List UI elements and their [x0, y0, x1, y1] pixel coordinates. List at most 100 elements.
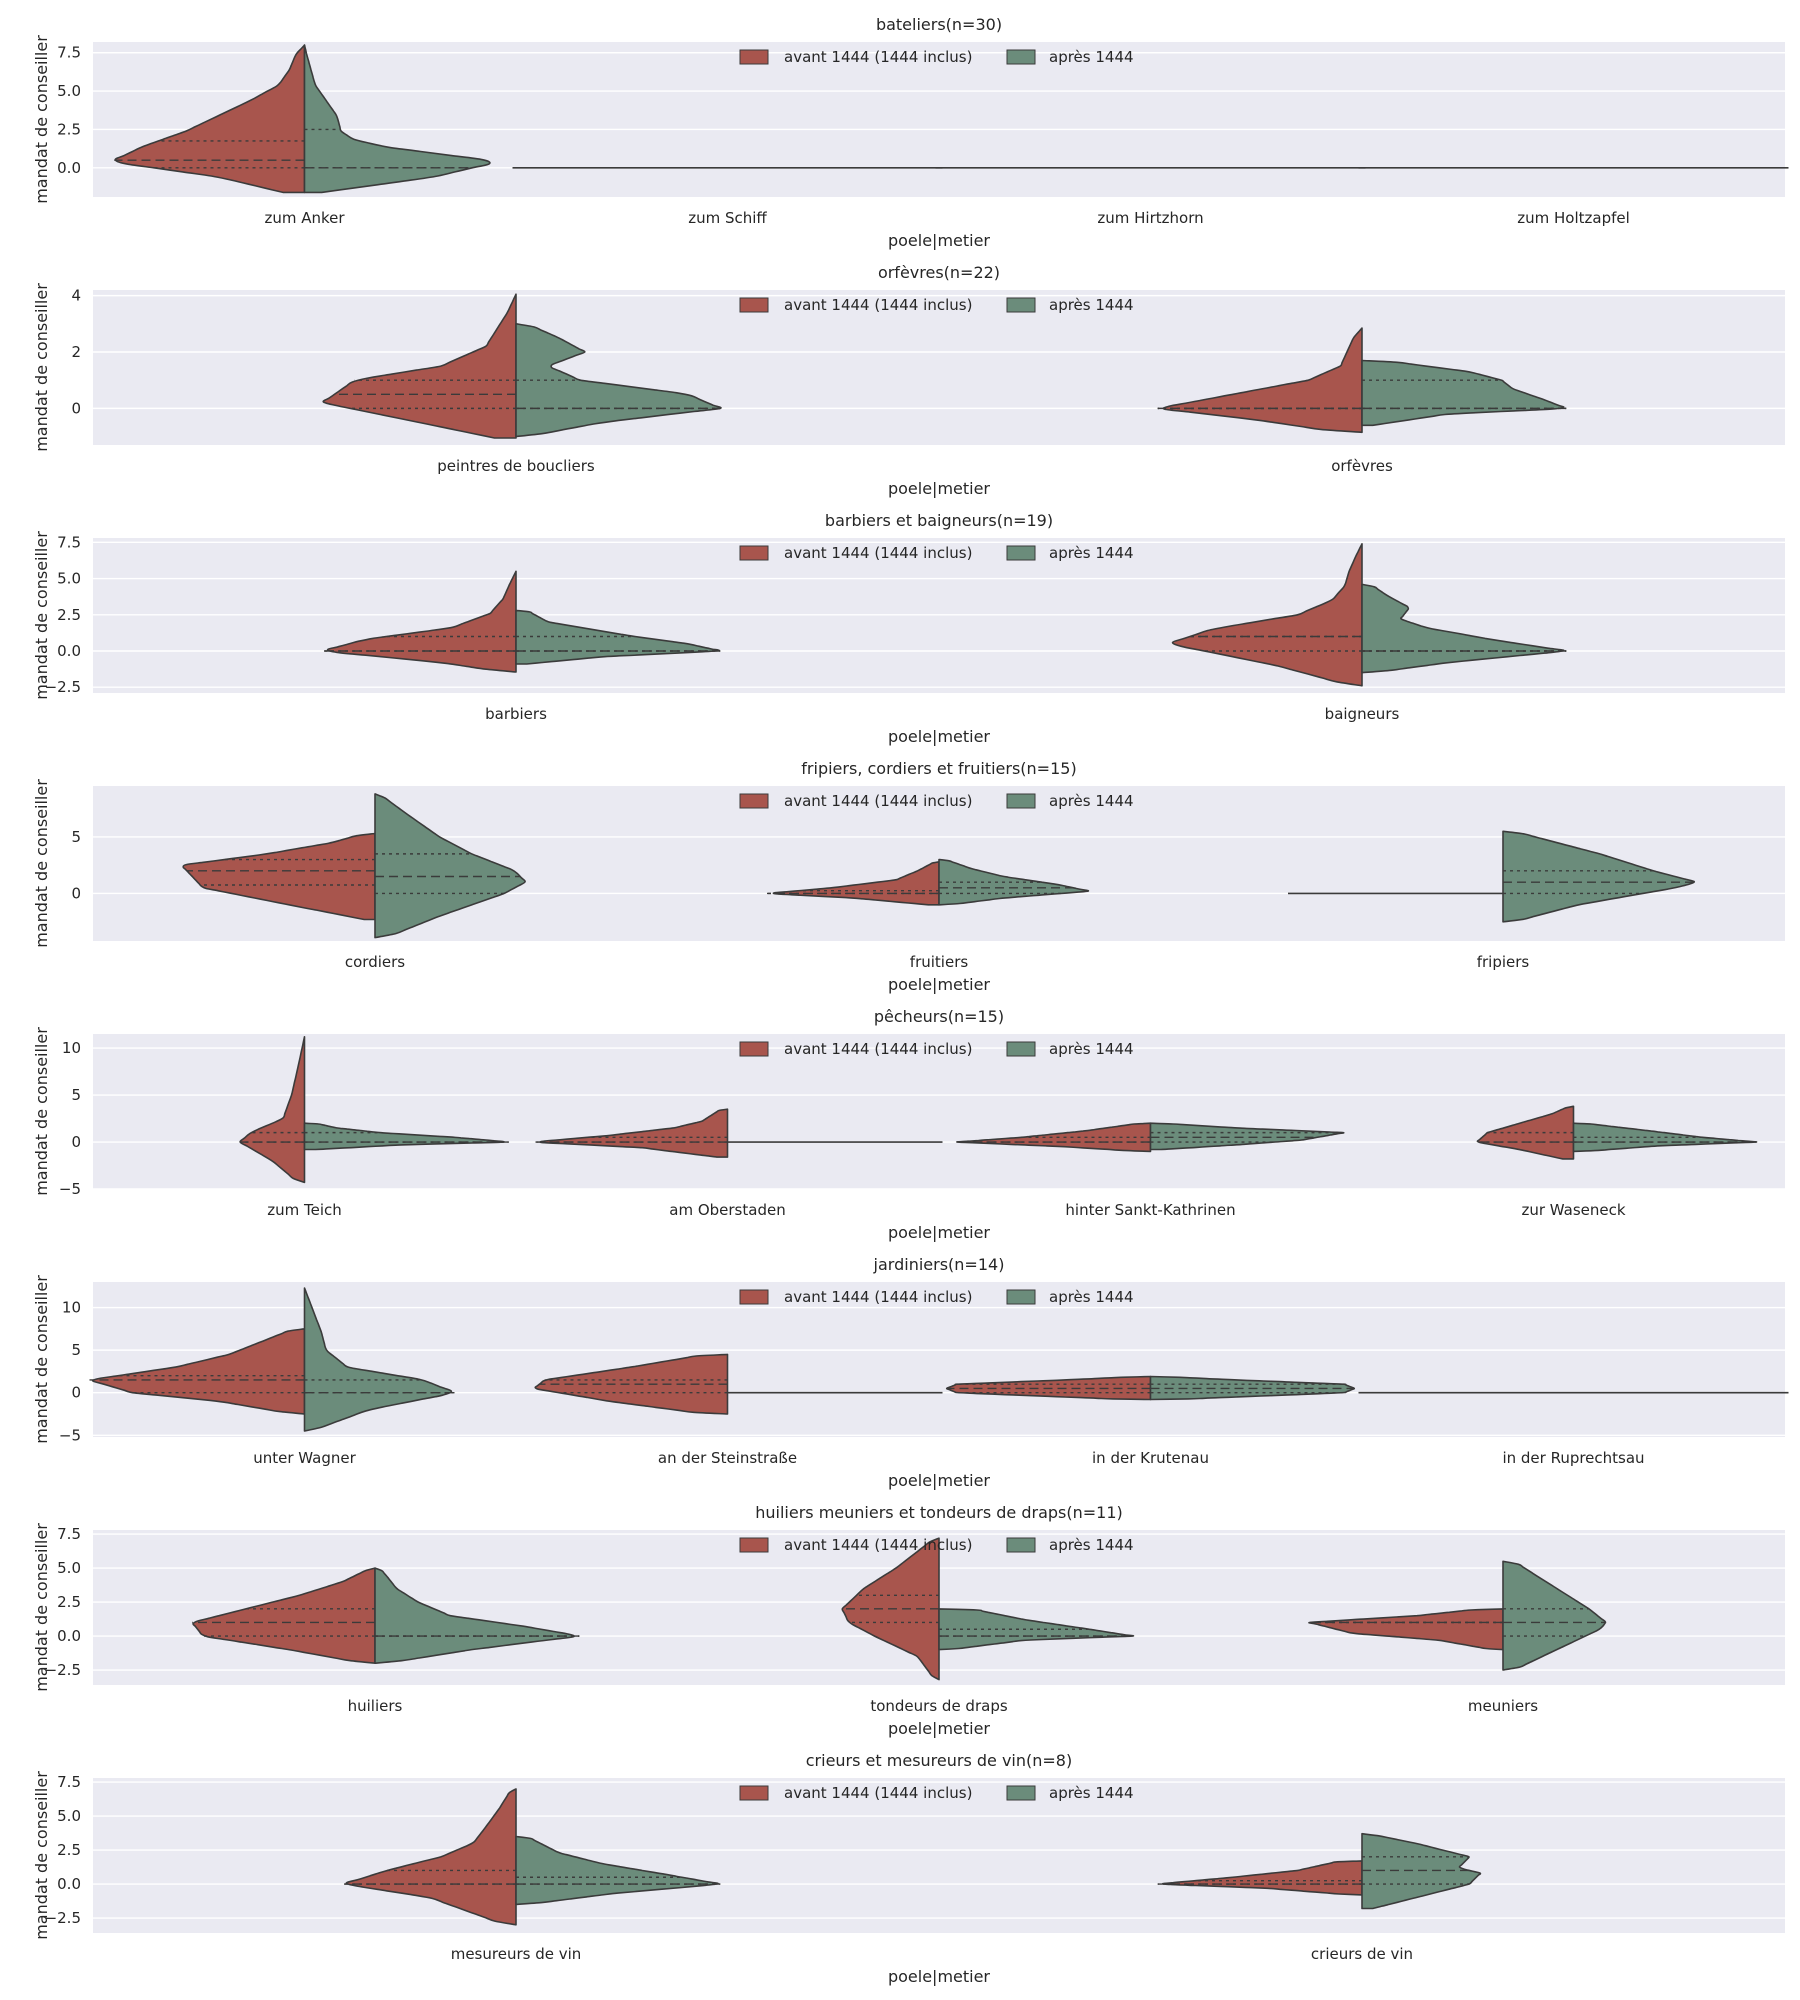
violin-half-avant: [956, 1122, 1152, 1153]
y-tick-label: −5: [59, 1426, 81, 1444]
y-axis-label: mandat de conseiller: [32, 531, 51, 700]
panel-background: [93, 1778, 1785, 1933]
y-tick-label: 7.5: [57, 533, 81, 551]
legend-label-avant: avant 1444 (1444 inclus): [784, 1536, 972, 1554]
y-tick-label: 5.0: [57, 82, 81, 100]
legend-label-apres: après 1444: [1049, 48, 1134, 66]
panel-title: bateliers(n=30): [876, 15, 1002, 34]
x-axis-label: poele|metier: [888, 1471, 990, 1490]
legend-swatch-avant: [739, 1041, 769, 1057]
violin-fruitiers: fruitiers: [767, 858, 1090, 971]
y-axis-label: mandat de conseiller: [32, 35, 51, 204]
x-tick-label: an der Steinstraße: [658, 1449, 797, 1467]
legend-swatch-apres: [1006, 1537, 1036, 1553]
violin-an-der-steinstra-e: an der Steinstraße: [534, 1353, 943, 1467]
panel-6: −5 0 5 10 jardiniers(n=14) mandat de conseill…: [32, 1255, 1789, 1490]
x-axis-label: poele|metier: [888, 231, 990, 250]
legend-swatch-avant: [739, 49, 769, 65]
x-axis-label: poele|metier: [888, 479, 990, 498]
x-tick-label: cordiers: [345, 953, 405, 971]
legend: avant 1444 (1444 inclus) après 1444: [739, 544, 1134, 562]
legend: avant 1444 (1444 inclus) après 1444: [739, 1784, 1134, 1802]
panel-title: jardiniers(n=14): [873, 1255, 1005, 1274]
violin-half-avant: [91, 1328, 306, 1415]
violin-half-avant: [1476, 1105, 1575, 1160]
legend: avant 1444 (1444 inclus) après 1444: [739, 48, 1134, 66]
violin-orf-vres: orfèvres: [1157, 327, 1567, 475]
y-tick-label: 7.5: [57, 1525, 81, 1543]
violin-half-apres: [515, 1835, 719, 1906]
violin-mesureurs-de-vin: mesureurs de vin: [344, 1788, 721, 1963]
y-tick-label: 0.0: [57, 159, 81, 177]
legend-label-avant: avant 1444 (1444 inclus): [784, 792, 972, 810]
violin-half-avant: [1162, 327, 1363, 434]
legend-swatch-avant: [739, 297, 769, 313]
violin-barbiers: barbiers: [322, 570, 721, 723]
legend-label-apres: après 1444: [1049, 1040, 1134, 1058]
violin-half-avant: [322, 293, 517, 439]
x-tick-label: huiliers: [348, 1697, 403, 1715]
y-tick-label: 2.5: [57, 120, 81, 138]
x-tick-label: meuniers: [1468, 1697, 1538, 1715]
y-tick-label: 0: [71, 1384, 81, 1402]
y-axis-label: mandat de conseiller: [32, 779, 51, 948]
violin-half-apres: [374, 793, 526, 939]
y-tick-label: 0.0: [57, 642, 81, 660]
panel-title: huiliers meuniers et tondeurs de draps(n…: [755, 1503, 1123, 1522]
x-tick-label: zum Holtzapfel: [1517, 209, 1630, 227]
x-tick-label: mesureurs de vin: [451, 1945, 582, 1963]
violin-in-der-krutenau: in der Krutenau: [945, 1375, 1356, 1467]
violin-tondeurs-de-draps: tondeurs de draps: [841, 1537, 1135, 1715]
x-axis-label: poele|metier: [888, 1223, 990, 1242]
y-axis-label: mandat de conseiller: [32, 1523, 51, 1692]
x-tick-label: peintres de boucliers: [437, 457, 595, 475]
violin-in-der-ruprechtsau: in der Ruprechtsau: [1358, 1391, 1789, 1467]
y-tick-label: 0: [71, 884, 81, 902]
x-tick-label: zum Schiff: [688, 209, 767, 227]
panel-3: −2.5 0.0 2.5 5.0 7.5 barbiers et baigneurs(n=…: [32, 511, 1785, 746]
violin-baigneurs: baigneurs: [1171, 543, 1567, 723]
legend-swatch-avant: [739, 545, 769, 561]
violin-half-apres: [303, 1287, 453, 1432]
violin-huiliers: huiliers: [192, 1567, 580, 1715]
panel-title: orfèvres(n=22): [878, 263, 1000, 282]
legend-swatch-apres: [1006, 793, 1036, 809]
x-tick-label: in der Krutenau: [1092, 1449, 1209, 1467]
violin-half-avant: [345, 1788, 517, 1926]
legend-swatch-avant: [739, 1289, 769, 1305]
x-tick-label: zum Hirtzhorn: [1097, 209, 1203, 227]
legend-label-avant: avant 1444 (1444 inclus): [784, 1040, 972, 1058]
panel-7: −2.5 0.0 2.5 5.0 7.5 huiliers meuniers et ton…: [32, 1503, 1785, 1738]
legend-swatch-avant: [739, 793, 769, 809]
panel-background: [93, 290, 1785, 445]
panel-title: barbiers et baigneurs(n=19): [825, 511, 1053, 530]
violin-half-avant: [326, 570, 517, 673]
legend-label-avant: avant 1444 (1444 inclus): [784, 48, 972, 66]
x-tick-label: fripiers: [1477, 953, 1530, 971]
legend-swatch-avant: [739, 1785, 769, 1801]
legend: avant 1444 (1444 inclus) après 1444: [739, 296, 1134, 314]
legend-label-avant: avant 1444 (1444 inclus): [784, 544, 972, 562]
panel-background: [93, 538, 1785, 693]
y-tick-label: 2.5: [57, 606, 81, 624]
y-tick-label: 2.5: [57, 1841, 81, 1859]
y-tick-label: 5: [71, 1341, 81, 1359]
violin-half-apres: [374, 1567, 575, 1664]
x-tick-label: barbiers: [485, 705, 547, 723]
panel-title: fripiers, cordiers et fruitiers(n=15): [801, 759, 1076, 778]
violin-zum-holtzapfel: zum Holtzapfel: [1358, 167, 1789, 227]
violin-half-apres: [938, 1608, 1135, 1651]
violin-crieurs-de-vin: crieurs de vin: [1157, 1832, 1482, 1963]
legend-swatch-apres: [1006, 1041, 1036, 1057]
legend: avant 1444 (1444 inclus) après 1444: [739, 1040, 1134, 1058]
y-tick-label: 7.5: [57, 44, 81, 62]
legend-label-apres: après 1444: [1049, 1288, 1134, 1306]
violin-half-avant: [1161, 1860, 1363, 1896]
legend-swatch-apres: [1006, 1785, 1036, 1801]
y-tick-label: 0: [71, 399, 81, 417]
x-axis-label: poele|metier: [888, 1967, 990, 1986]
panel-title: pêcheurs(n=15): [874, 1007, 1004, 1026]
violin-half-apres: [1149, 1122, 1345, 1151]
panel-4: 0 5 fripiers, cordiers et fruitiers(n=15) m…: [32, 759, 1785, 994]
